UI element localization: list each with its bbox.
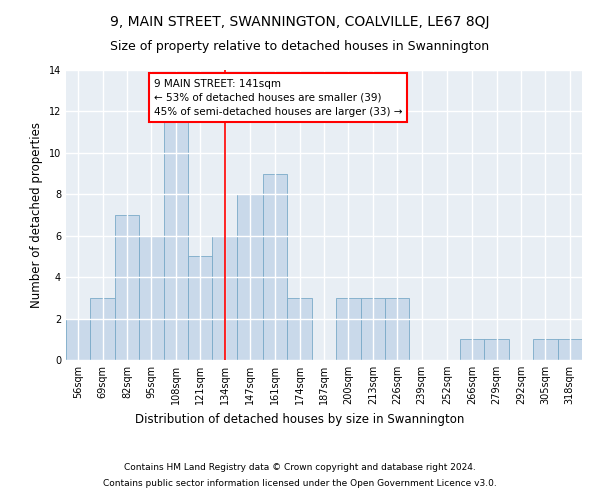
Bar	[557, 340, 582, 360]
Bar	[66, 318, 91, 360]
Bar	[263, 174, 287, 360]
Y-axis label: Number of detached properties: Number of detached properties	[30, 122, 43, 308]
Bar	[188, 256, 212, 360]
Text: 9, MAIN STREET, SWANNINGTON, COALVILLE, LE67 8QJ: 9, MAIN STREET, SWANNINGTON, COALVILLE, …	[110, 15, 490, 29]
Bar	[484, 340, 509, 360]
Bar	[385, 298, 409, 360]
Text: Size of property relative to detached houses in Swannington: Size of property relative to detached ho…	[110, 40, 490, 53]
Bar	[212, 236, 237, 360]
Bar	[361, 298, 385, 360]
Text: Distribution of detached houses by size in Swannington: Distribution of detached houses by size …	[136, 412, 464, 426]
Bar	[533, 340, 557, 360]
Bar	[164, 112, 188, 360]
Text: Contains public sector information licensed under the Open Government Licence v3: Contains public sector information licen…	[103, 479, 497, 488]
Bar	[336, 298, 361, 360]
Bar	[115, 215, 139, 360]
Bar	[91, 298, 115, 360]
Text: 9 MAIN STREET: 141sqm
← 53% of detached houses are smaller (39)
45% of semi-deta: 9 MAIN STREET: 141sqm ← 53% of detached …	[154, 78, 402, 116]
Text: Contains HM Land Registry data © Crown copyright and database right 2024.: Contains HM Land Registry data © Crown c…	[124, 462, 476, 471]
Bar	[460, 340, 484, 360]
Bar	[287, 298, 312, 360]
Bar	[139, 236, 164, 360]
Bar	[237, 194, 263, 360]
